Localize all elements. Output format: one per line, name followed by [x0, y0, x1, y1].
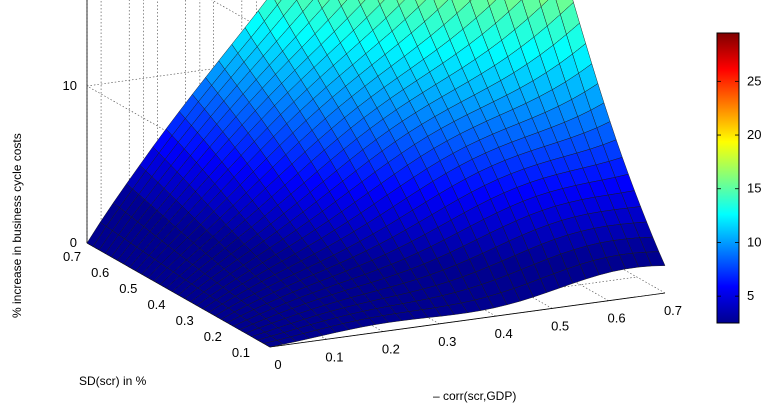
colorbar-ticks: 5 10 15 20 25: [717, 73, 761, 303]
surface-patch: [274, 0, 282, 6]
axis-ticks: 01020300.10.20.30.40.50.60.700.10.20.30.…: [63, 78, 683, 372]
colorbar-tick-label: 5: [747, 288, 754, 303]
z-tick-label: 0: [70, 235, 77, 250]
surface-patch: [338, 0, 348, 7]
x-tick-label: 0.3: [438, 334, 456, 349]
x-tick-label: 0.1: [325, 349, 343, 364]
x-tick-label: 0: [274, 357, 281, 372]
y-tick-label: 0.1: [232, 345, 250, 360]
colorbar-tick-label: 25: [747, 73, 761, 88]
colorbar-tick-label: 20: [747, 127, 761, 142]
x-tick-label: 0.5: [551, 318, 569, 333]
colorbar-tick-label: 10: [747, 234, 761, 249]
x-tick-label: 0.4: [495, 326, 513, 341]
x-tick-label: 0.6: [608, 311, 626, 326]
y-tick-label: 0.3: [176, 313, 194, 328]
y-tick-label: 0.7: [63, 249, 81, 264]
z-axis-label: % increase in business cycle costs: [10, 133, 24, 318]
x-tick-label: 0.7: [664, 303, 682, 318]
surface-mesh: [86, 0, 666, 348]
y-axis-label: SD(scr) in %: [79, 374, 147, 388]
surface-patch: [538, 0, 549, 8]
y-tick-label: 0.4: [147, 297, 165, 312]
colorbar: [716, 32, 740, 324]
x-tick-label: 0.2: [382, 342, 400, 357]
y-tick-label: 0.5: [119, 281, 137, 296]
surface-patch: [415, 0, 426, 8]
x-axis-label: – corr(scr,GDP): [433, 389, 516, 403]
y-tick-label: 0.6: [91, 265, 109, 280]
surface-patch: [263, 340, 284, 348]
y-tick-label: 0.2: [204, 329, 222, 344]
colorbar-tick-label: 15: [747, 181, 761, 196]
z-tick-label: 10: [63, 78, 77, 93]
surface-patch: [487, 0, 497, 7]
